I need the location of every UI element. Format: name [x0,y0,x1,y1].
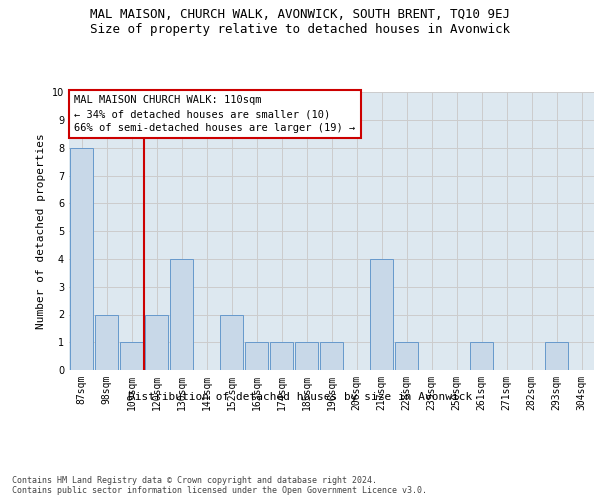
Bar [320,342,343,370]
Bar [370,259,394,370]
Text: Contains HM Land Registry data © Crown copyright and database right 2024.
Contai: Contains HM Land Registry data © Crown c… [12,476,427,495]
Text: Distribution of detached houses by size in Avonwick: Distribution of detached houses by size … [128,392,472,402]
Bar [245,342,268,370]
Bar [269,342,293,370]
Bar [145,314,169,370]
Bar [295,342,319,370]
Bar [545,342,568,370]
Bar [95,314,118,370]
Bar [70,148,94,370]
Y-axis label: Number of detached properties: Number of detached properties [37,134,46,329]
Text: MAL MAISON CHURCH WALK: 110sqm
← 34% of detached houses are smaller (10)
66% of : MAL MAISON CHURCH WALK: 110sqm ← 34% of … [74,96,355,134]
Bar [220,314,244,370]
Text: MAL MAISON, CHURCH WALK, AVONWICK, SOUTH BRENT, TQ10 9EJ: MAL MAISON, CHURCH WALK, AVONWICK, SOUTH… [90,8,510,20]
Bar [470,342,493,370]
Text: Size of property relative to detached houses in Avonwick: Size of property relative to detached ho… [90,22,510,36]
Bar [119,342,143,370]
Bar [170,259,193,370]
Bar [395,342,418,370]
